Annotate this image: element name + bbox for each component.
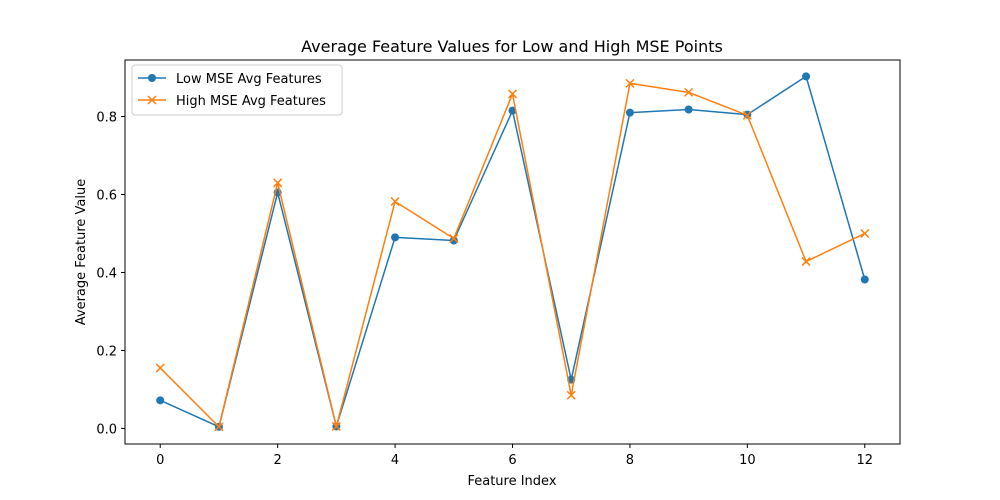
data-point-high-mse [566, 390, 576, 400]
legend-label: High MSE Avg Features [176, 94, 326, 109]
data-point-low-mse [684, 105, 693, 114]
data-point-low-mse [860, 275, 869, 284]
x-tick-label: 6 [508, 453, 516, 468]
x-tick-label: 2 [274, 453, 282, 468]
data-point-low-mse [449, 236, 458, 245]
y-tick-label: 0.2 [96, 344, 117, 359]
y-axis-label: Average Feature Value [74, 179, 89, 325]
chart-title: Average Feature Values for Low and High … [301, 37, 723, 56]
legend-box [131, 64, 343, 116]
data-point-high-mse [214, 422, 224, 432]
y-tick-label: 0.6 [96, 188, 117, 203]
data-point-high-mse [801, 257, 811, 267]
x-tick-label: 8 [626, 453, 634, 468]
data-point-high-mse [625, 78, 635, 88]
x-axis-label: Feature Index [467, 474, 556, 489]
data-point-high-mse [507, 89, 518, 99]
x-tick-label: 0 [156, 453, 164, 468]
y-tick-label: 0.4 [96, 266, 117, 281]
data-point-low-mse [802, 72, 811, 81]
data-point-high-mse [449, 234, 459, 244]
plot-area [155, 72, 870, 432]
data-point-high-mse [742, 110, 752, 120]
data-point-low-mse [508, 106, 517, 115]
legend-entry-low-mse: Low MSE Avg Features [138, 72, 322, 87]
data-point-high-mse [390, 196, 400, 207]
x-tick-label: 10 [739, 453, 756, 468]
legend-marker [148, 74, 156, 82]
legend-marker [147, 95, 157, 105]
data-point-high-mse [860, 228, 870, 239]
legend-label: Low MSE Avg Features [176, 72, 322, 87]
data-point-high-mse [331, 421, 341, 431]
x-tick-label: 4 [391, 453, 399, 468]
legend-entry-high-mse: High MSE Avg Features [138, 94, 326, 109]
y-tick-label: 0.8 [96, 111, 117, 126]
data-point-low-mse [625, 108, 634, 117]
data-point-low-mse [391, 233, 400, 242]
data-point-high-mse [273, 178, 283, 188]
axes: 0 2 4 6 8 10 12 0.0 0.2 0.4 0.6 0.8 [96, 111, 873, 468]
data-point-low-mse [156, 396, 165, 405]
data-point-high-mse [684, 87, 694, 97]
data-point-high-mse [155, 363, 165, 373]
x-tick-label: 12 [856, 453, 873, 468]
legend: Low MSE Avg Features High MSE Avg Feature… [131, 64, 343, 116]
y-tick-label: 0.0 [96, 422, 117, 437]
